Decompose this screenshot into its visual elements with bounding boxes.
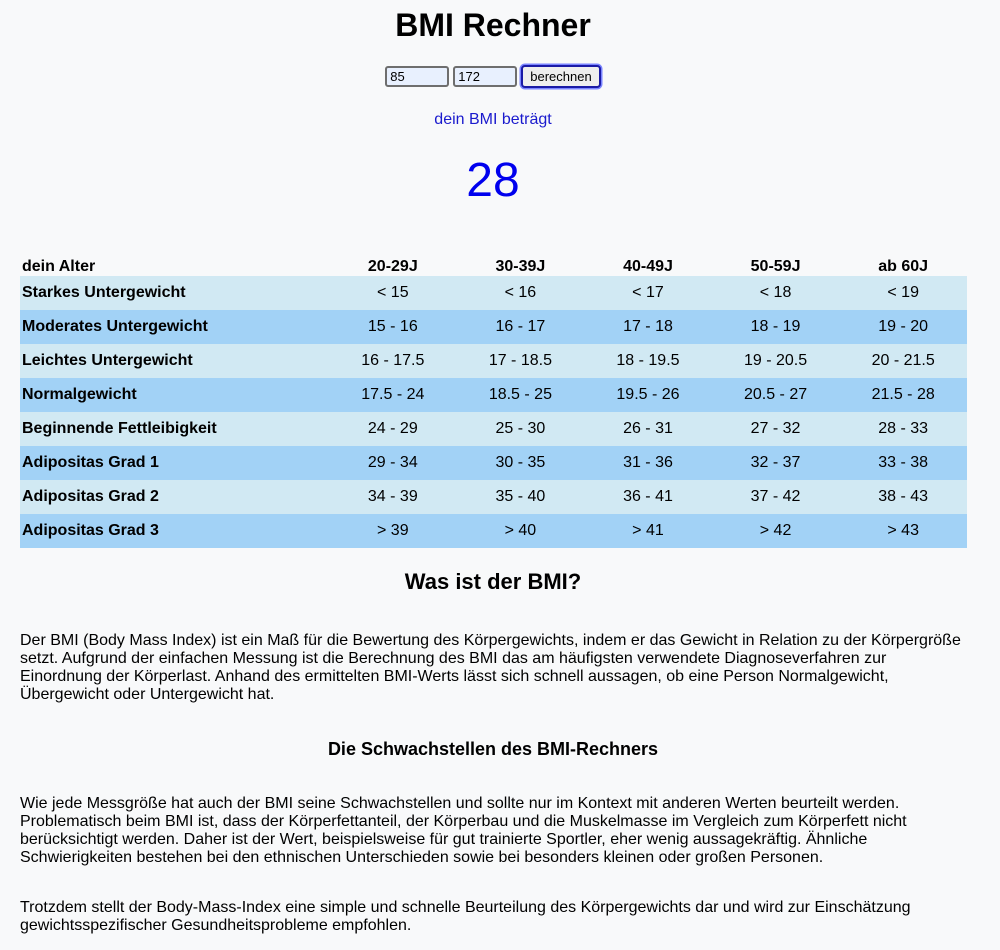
table-cell: 20 - 21.5 <box>871 352 935 369</box>
row-category: Normalgewicht <box>22 386 137 403</box>
table-cell: 19 - 20 <box>878 318 929 335</box>
height-input[interactable] <box>453 66 518 87</box>
table-cell: 36 - 41 <box>623 488 673 505</box>
table-cell: 29 - 34 <box>367 454 418 471</box>
table-cell: > 39 <box>377 522 409 539</box>
table-cell: 20.5 - 27 <box>743 386 808 403</box>
table-cell: 16 - 17.5 <box>361 352 425 369</box>
table-cell: 19 - 20.5 <box>743 352 808 369</box>
what-is-bmi-paragraph: Der BMI (Body Mass Index) ist ein Maß fü… <box>20 632 961 703</box>
table-cell: 34 - 39 <box>367 488 418 505</box>
table-cell: 30 - 35 <box>495 454 546 471</box>
table-cell: > 43 <box>887 522 919 539</box>
table-row: Beginnende Fettleibigkeit 24 - 29 25 - 3… <box>20 412 967 446</box>
table-cell: 27 - 32 <box>750 420 801 437</box>
table-cell: > 41 <box>632 522 664 539</box>
table-row: Leichtes Untergewicht 16 - 17.5 17 - 18.… <box>20 344 967 378</box>
table-cell: 38 - 43 <box>878 488 929 505</box>
table-row: Normalgewicht 17.5 - 24 18.5 - 25 19.5 -… <box>20 378 967 412</box>
bmi-classification-table: dein Alter 20-29J 30-39J 40-49J 50-59J a… <box>20 254 967 548</box>
table-row: Adipositas Grad 1 29 - 34 30 - 35 31 - 3… <box>20 446 967 480</box>
table-cell: < 19 <box>887 284 919 301</box>
row-category: Beginnende Fettleibigkeit <box>22 420 217 437</box>
column-header-40-49: 40-49J <box>623 258 673 275</box>
table-row: Moderates Untergewicht 15 - 16 16 - 17 1… <box>20 310 967 344</box>
table-row: Adipositas Grad 2 34 - 39 35 - 40 36 - 4… <box>20 480 967 514</box>
table-cell: 31 - 36 <box>623 454 673 471</box>
table-cell: 32 - 37 <box>750 454 801 471</box>
row-category: Starkes Untergewicht <box>22 284 186 301</box>
table-header-row: dein Alter 20-29J 30-39J 40-49J 50-59J a… <box>20 254 967 276</box>
table-cell: 33 - 38 <box>878 454 929 471</box>
table-cell: 21.5 - 28 <box>871 386 935 403</box>
table-cell: 26 - 31 <box>623 420 673 437</box>
row-category: Leichtes Untergewicht <box>22 352 193 369</box>
table-row: Starkes Untergewicht < 15 < 16 < 17 < 18… <box>20 276 967 310</box>
table-cell: 18 - 19 <box>750 318 801 335</box>
column-header-30-39: 30-39J <box>495 258 546 275</box>
table-cell: 17 - 18 <box>623 318 673 335</box>
table-cell: 24 - 29 <box>367 420 418 437</box>
row-category: Adipositas Grad 2 <box>22 488 159 505</box>
conclusion-paragraph: Trotzdem stellt der Body-Mass-Index eine… <box>20 899 911 934</box>
table-cell: < 16 <box>504 284 537 301</box>
table-cell: < 17 <box>632 284 664 301</box>
table-cell: 37 - 42 <box>750 488 801 505</box>
calculate-button[interactable]: berechnen <box>521 65 601 88</box>
table-row: Adipositas Grad 3 > 39 > 40 > 41 > 42 > … <box>20 514 967 548</box>
row-category: Adipositas Grad 1 <box>22 454 159 471</box>
table-cell: 25 - 30 <box>495 420 546 437</box>
table-cell: 17.5 - 24 <box>361 386 425 403</box>
row-category: Adipositas Grad 3 <box>22 522 159 539</box>
weaknesses-paragraph: Wie jede Messgröße hat auch der BMI sein… <box>20 795 907 866</box>
weight-input[interactable] <box>385 66 450 87</box>
column-header-50-59: 50-59J <box>750 258 801 275</box>
column-header-60-plus: ab 60J <box>878 258 929 275</box>
table-cell: 16 - 17 <box>495 318 546 335</box>
weaknesses-heading: Die Schwachstellen des BMI-Rechners <box>327 739 659 759</box>
row-category: Moderates Untergewicht <box>22 318 208 335</box>
bmi-result-value: 28 <box>466 154 520 207</box>
column-header-age: dein Alter <box>22 258 96 275</box>
column-header-20-29: 20-29J <box>367 258 418 275</box>
what-is-bmi-heading: Was ist der BMI? <box>404 569 582 594</box>
table-cell: 17 - 18.5 <box>488 352 552 369</box>
bmi-form: berechnen <box>0 65 986 88</box>
table-cell: 35 - 40 <box>495 488 546 505</box>
table-cell: 19.5 - 26 <box>616 386 680 403</box>
table-cell: < 18 <box>759 284 792 301</box>
table-cell: < 15 <box>377 284 409 301</box>
table-cell: > 42 <box>759 522 792 539</box>
table-cell: 28 - 33 <box>878 420 929 437</box>
table-cell: 15 - 16 <box>367 318 418 335</box>
table-cell: > 40 <box>504 522 537 539</box>
table-cell: 18.5 - 25 <box>488 386 552 403</box>
table-cell: 18 - 19.5 <box>616 352 680 369</box>
bmi-result-label: dein BMI beträgt <box>434 111 552 128</box>
page-title: BMI Rechner <box>395 7 591 43</box>
